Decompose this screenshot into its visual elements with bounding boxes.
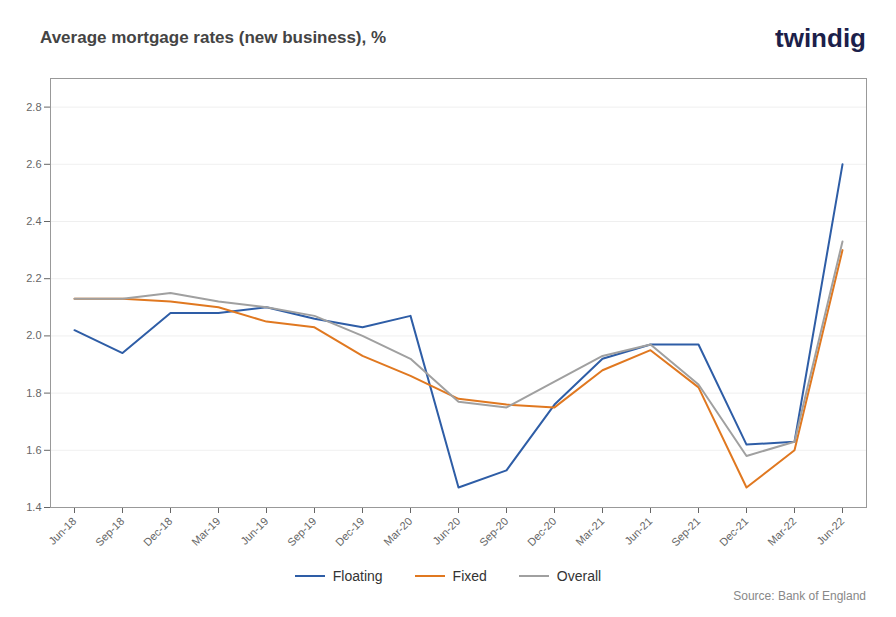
svg-text:1.8: 1.8 [26, 387, 41, 399]
svg-text:2.8: 2.8 [26, 101, 41, 113]
svg-text:Dec-19: Dec-19 [333, 515, 367, 549]
svg-text:2.6: 2.6 [26, 158, 41, 170]
html-text:Overall: Overall [556, 568, 602, 584]
svg-text:Jun-22: Jun-22 [814, 515, 846, 547]
svg-text:Sep-18: Sep-18 [93, 515, 127, 549]
svg-text:Dec-21: Dec-21 [717, 515, 751, 549]
svg-text:Mar-21: Mar-21 [573, 515, 606, 548]
svg-text:Jun-21: Jun-21 [622, 515, 654, 547]
svg-text:Mar-20: Mar-20 [381, 515, 414, 548]
svg-text:2.2: 2.2 [26, 272, 41, 284]
svg-text:Mar-19: Mar-19 [189, 515, 222, 548]
svg-text:Jun-18: Jun-18 [46, 515, 78, 547]
html-text:Fixed: Fixed [452, 568, 487, 584]
html-text:Source: Bank of England: Source: Bank of England [733, 589, 866, 603]
svg-text:1.6: 1.6 [26, 444, 41, 456]
html-text:Floating: Floating [332, 568, 383, 584]
svg-text:Dec-18: Dec-18 [141, 515, 175, 549]
svg-text:Sep-19: Sep-19 [285, 515, 319, 549]
svg-text:1.4: 1.4 [26, 501, 41, 513]
svg-text:Sep-20: Sep-20 [477, 515, 511, 549]
svg-text:Jun-20: Jun-20 [430, 515, 462, 547]
svg-text:Dec-20: Dec-20 [525, 515, 559, 549]
svg-text:Sep-21: Sep-21 [669, 515, 703, 549]
svg-text:2.0: 2.0 [26, 329, 41, 341]
svg-text:Mar-22: Mar-22 [765, 515, 798, 548]
svg-text:Jun-19: Jun-19 [238, 515, 270, 547]
html-text:twindig: twindig [775, 22, 866, 53]
html-text:Average mortgage rates (new bu: Average mortgage rates (new business), % [40, 28, 387, 47]
svg-text:2.4: 2.4 [26, 215, 41, 227]
